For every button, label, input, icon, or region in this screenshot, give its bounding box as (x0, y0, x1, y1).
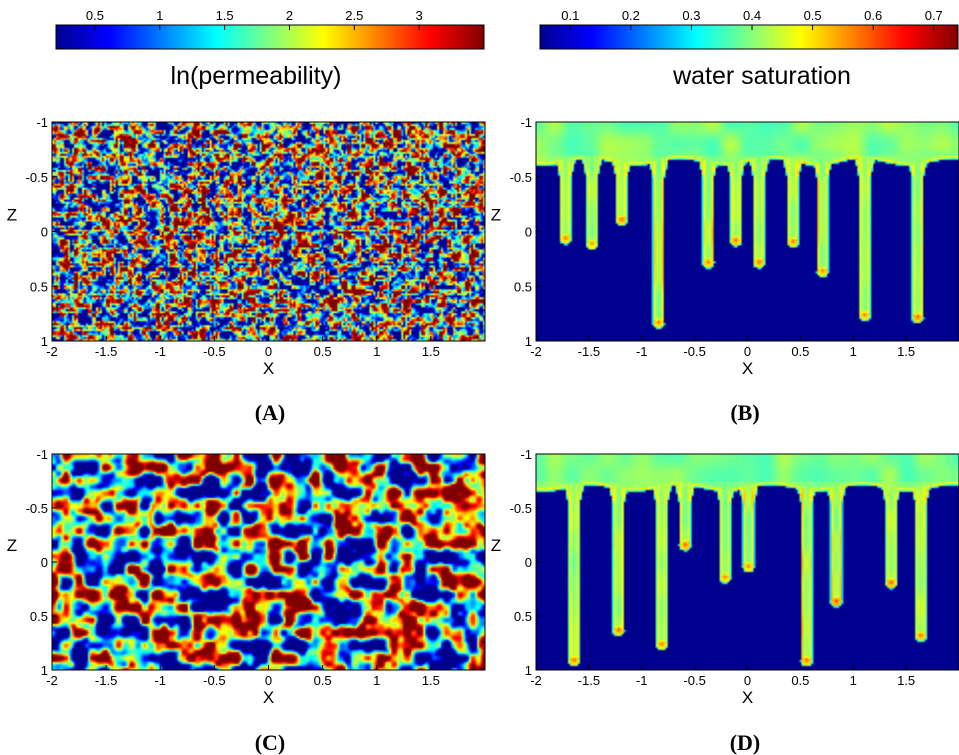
x-tick-label: 0.5 (791, 673, 809, 688)
x-tick-label: -1.5 (578, 673, 600, 688)
x-tick-label: 0.5 (791, 344, 809, 359)
panel-a: -2 -1.5 -1 -0.5 0 0.5 1 1.5 -1 -0.5 0 0.5 1 X Z (7, 115, 486, 378)
colorbar-tick-label: 0.5 (86, 8, 104, 23)
z-tick-label: -1 (36, 115, 48, 130)
x-tick-label: 1 (850, 673, 857, 688)
z-axis-label: Z (491, 206, 501, 225)
x-tick-label: -0.5 (683, 344, 705, 359)
panel-label-a: (A) (255, 400, 286, 425)
heatmap-c (52, 454, 485, 670)
x-tick-label: -1.5 (578, 344, 600, 359)
z-axis-label: Z (7, 536, 17, 555)
x-tick-label: 0 (265, 673, 272, 688)
colorbar-tick-label: 1.5 (216, 8, 234, 23)
z-tick-label: -1 (36, 447, 48, 462)
colorbar-saturation-gradient (539, 24, 959, 50)
x-tick-label: 1.5 (897, 344, 915, 359)
x-tick-label: 0.5 (314, 344, 332, 359)
z-tick-label: -0.5 (26, 501, 48, 516)
x-tick-label: -2 (46, 344, 58, 359)
colorbar-tick-label: 0.4 (743, 8, 761, 23)
z-tick-label: -1 (520, 447, 532, 462)
heatmap-a (52, 122, 485, 341)
colorbar-tick-label: 1 (156, 8, 163, 23)
colorbar-tick-label: 3 (416, 8, 423, 23)
colorbar-tick-label: 0.3 (682, 8, 700, 23)
x-tick-label: 1 (850, 344, 857, 359)
heatmap-d (536, 454, 959, 670)
z-tick-label: -0.5 (510, 170, 532, 185)
colorbar-tick-label: 2.5 (345, 8, 363, 23)
x-tick-label: -0.5 (683, 673, 705, 688)
z-tick-label: 0.5 (30, 609, 48, 624)
heatmap-b (536, 122, 959, 341)
panel-label-b: (B) (730, 400, 759, 425)
colorbar-tick-label: 0.6 (864, 8, 882, 23)
x-tick-label: -1.5 (95, 673, 117, 688)
panel-c: -2 -1.5 -1 -0.5 0 0.5 1 1.5 -1 -0.5 0 0.5 1 X Z (7, 447, 486, 707)
panel-label-d: (D) (730, 730, 761, 755)
z-tick-label: 0.5 (514, 279, 532, 294)
x-tick-label: 1 (373, 344, 380, 359)
x-tick-label: -2 (530, 673, 542, 688)
z-tick-label: 0.5 (30, 279, 48, 294)
colorbar-tick-label: 0.7 (925, 8, 943, 23)
x-axis-label: X (263, 359, 274, 378)
x-tick-label: 1.5 (422, 673, 440, 688)
z-tick-label: -1 (520, 115, 532, 130)
x-tick-label: -1 (636, 344, 648, 359)
z-tick-label: 1 (41, 334, 48, 349)
x-tick-label: -1 (154, 344, 166, 359)
colorbar-tick-label: 0.1 (561, 8, 579, 23)
colorbar-saturation: 0.1 0.2 0.3 0.4 0.5 0.6 0.7 water saturation (539, 8, 959, 90)
colorbar-saturation-ticks: 0.1 0.2 0.3 0.4 0.5 0.6 0.7 (561, 8, 943, 30)
x-axis-label: X (742, 359, 753, 378)
x-tick-label: -0.5 (203, 344, 225, 359)
x-tick-label: -0.5 (203, 673, 225, 688)
x-tick-label: 1 (373, 673, 380, 688)
z-tick-label: 0 (525, 225, 532, 240)
z-tick-label: 0 (41, 555, 48, 570)
colorbar-permeability-ticks: 0.5 1 1.5 2 2.5 3 (86, 8, 423, 30)
x-tick-label: -1 (154, 673, 166, 688)
x-tick-label: -2 (530, 344, 542, 359)
x-axis-label: X (263, 688, 274, 707)
z-axis-label: Z (491, 536, 501, 555)
x-tick-label: 1.5 (422, 344, 440, 359)
z-tick-label: 1 (41, 663, 48, 678)
x-tick-label: -1.5 (95, 344, 117, 359)
z-tick-label: 0 (41, 225, 48, 240)
z-tick-label: -0.5 (26, 170, 48, 185)
x-tick-label: 0 (744, 344, 751, 359)
x-tick-label: 0 (744, 673, 751, 688)
colorbar-tick-label: 2 (286, 8, 293, 23)
z-tick-label: 1 (525, 663, 532, 678)
z-tick-label: 0.5 (514, 609, 532, 624)
x-tick-label: 0 (265, 344, 272, 359)
colorbar-permeability: 0.5 1 1.5 2 2.5 3 ln(permeability) (55, 8, 485, 90)
z-tick-label: 1 (525, 334, 532, 349)
panel-b: -2 -1.5 -1 -0.5 0 0.5 1 1.5 -1 -0.5 0 0.5 1 X Z (491, 115, 959, 378)
z-axis-label: Z (7, 206, 17, 225)
x-tick-label: -1 (636, 673, 648, 688)
panel-label-c: (C) (255, 730, 286, 755)
x-tick-label: -2 (46, 673, 58, 688)
panel-d: -2 -1.5 -1 -0.5 0 0.5 1 1.5 -1 -0.5 0 0.5 1 X Z (491, 447, 959, 707)
colorbar-tick-label: 0.2 (622, 8, 640, 23)
z-tick-label: 0 (525, 555, 532, 570)
colorbar-tick-label: 0.5 (804, 8, 822, 23)
x-tick-label: 1.5 (897, 673, 915, 688)
colorbar-permeability-title: ln(permeability) (171, 62, 342, 90)
x-tick-label: 0.5 (314, 673, 332, 688)
x-axis-label: X (742, 688, 753, 707)
z-tick-label: -0.5 (510, 501, 532, 516)
colorbar-saturation-title: water saturation (672, 62, 851, 90)
colorbar-permeability-gradient (55, 24, 485, 50)
